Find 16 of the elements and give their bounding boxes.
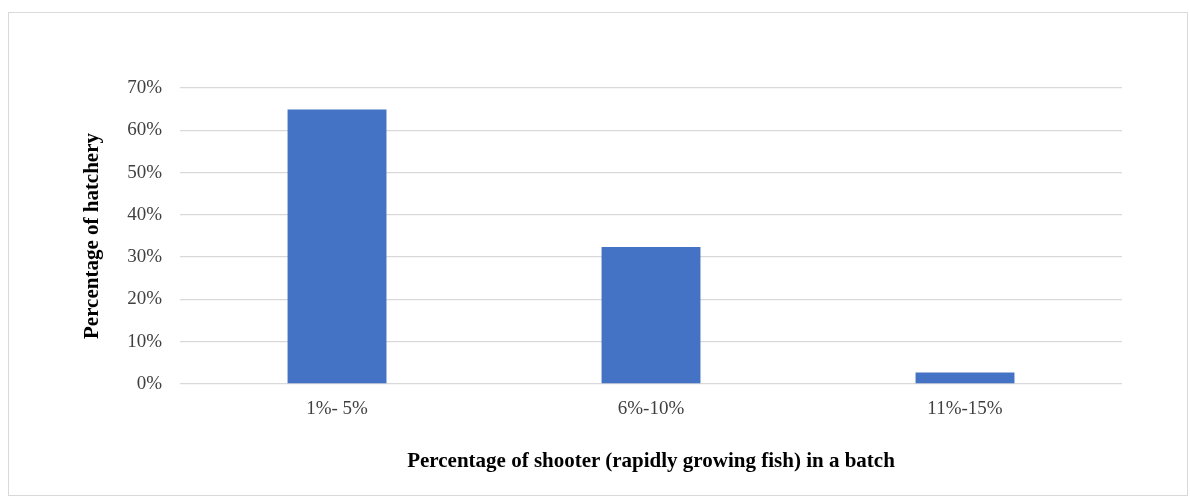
x-axis-title: Percentage of shooter (rapidly growing fish) in a batch	[407, 447, 896, 472]
y-tick-label: 70%	[127, 75, 163, 97]
y-tick-label: 0%	[136, 371, 163, 393]
bar	[287, 109, 387, 384]
y-tick-label: 30%	[127, 245, 163, 267]
y-tick-label: 60%	[127, 118, 163, 140]
y-tick-label: 50%	[127, 160, 163, 182]
bar	[601, 246, 701, 384]
y-tick-label: 40%	[127, 202, 163, 224]
bar	[915, 372, 1015, 384]
x-tick-label: 11%-15%	[927, 397, 1003, 419]
y-tick-label: 20%	[127, 287, 163, 309]
x-tick-label: 6%-10%	[617, 397, 685, 419]
x-tick-label: 1%- 5%	[306, 397, 369, 419]
y-tick-label: 10%	[127, 329, 163, 351]
y-axis-title: Percentage of hatchery	[79, 132, 104, 340]
